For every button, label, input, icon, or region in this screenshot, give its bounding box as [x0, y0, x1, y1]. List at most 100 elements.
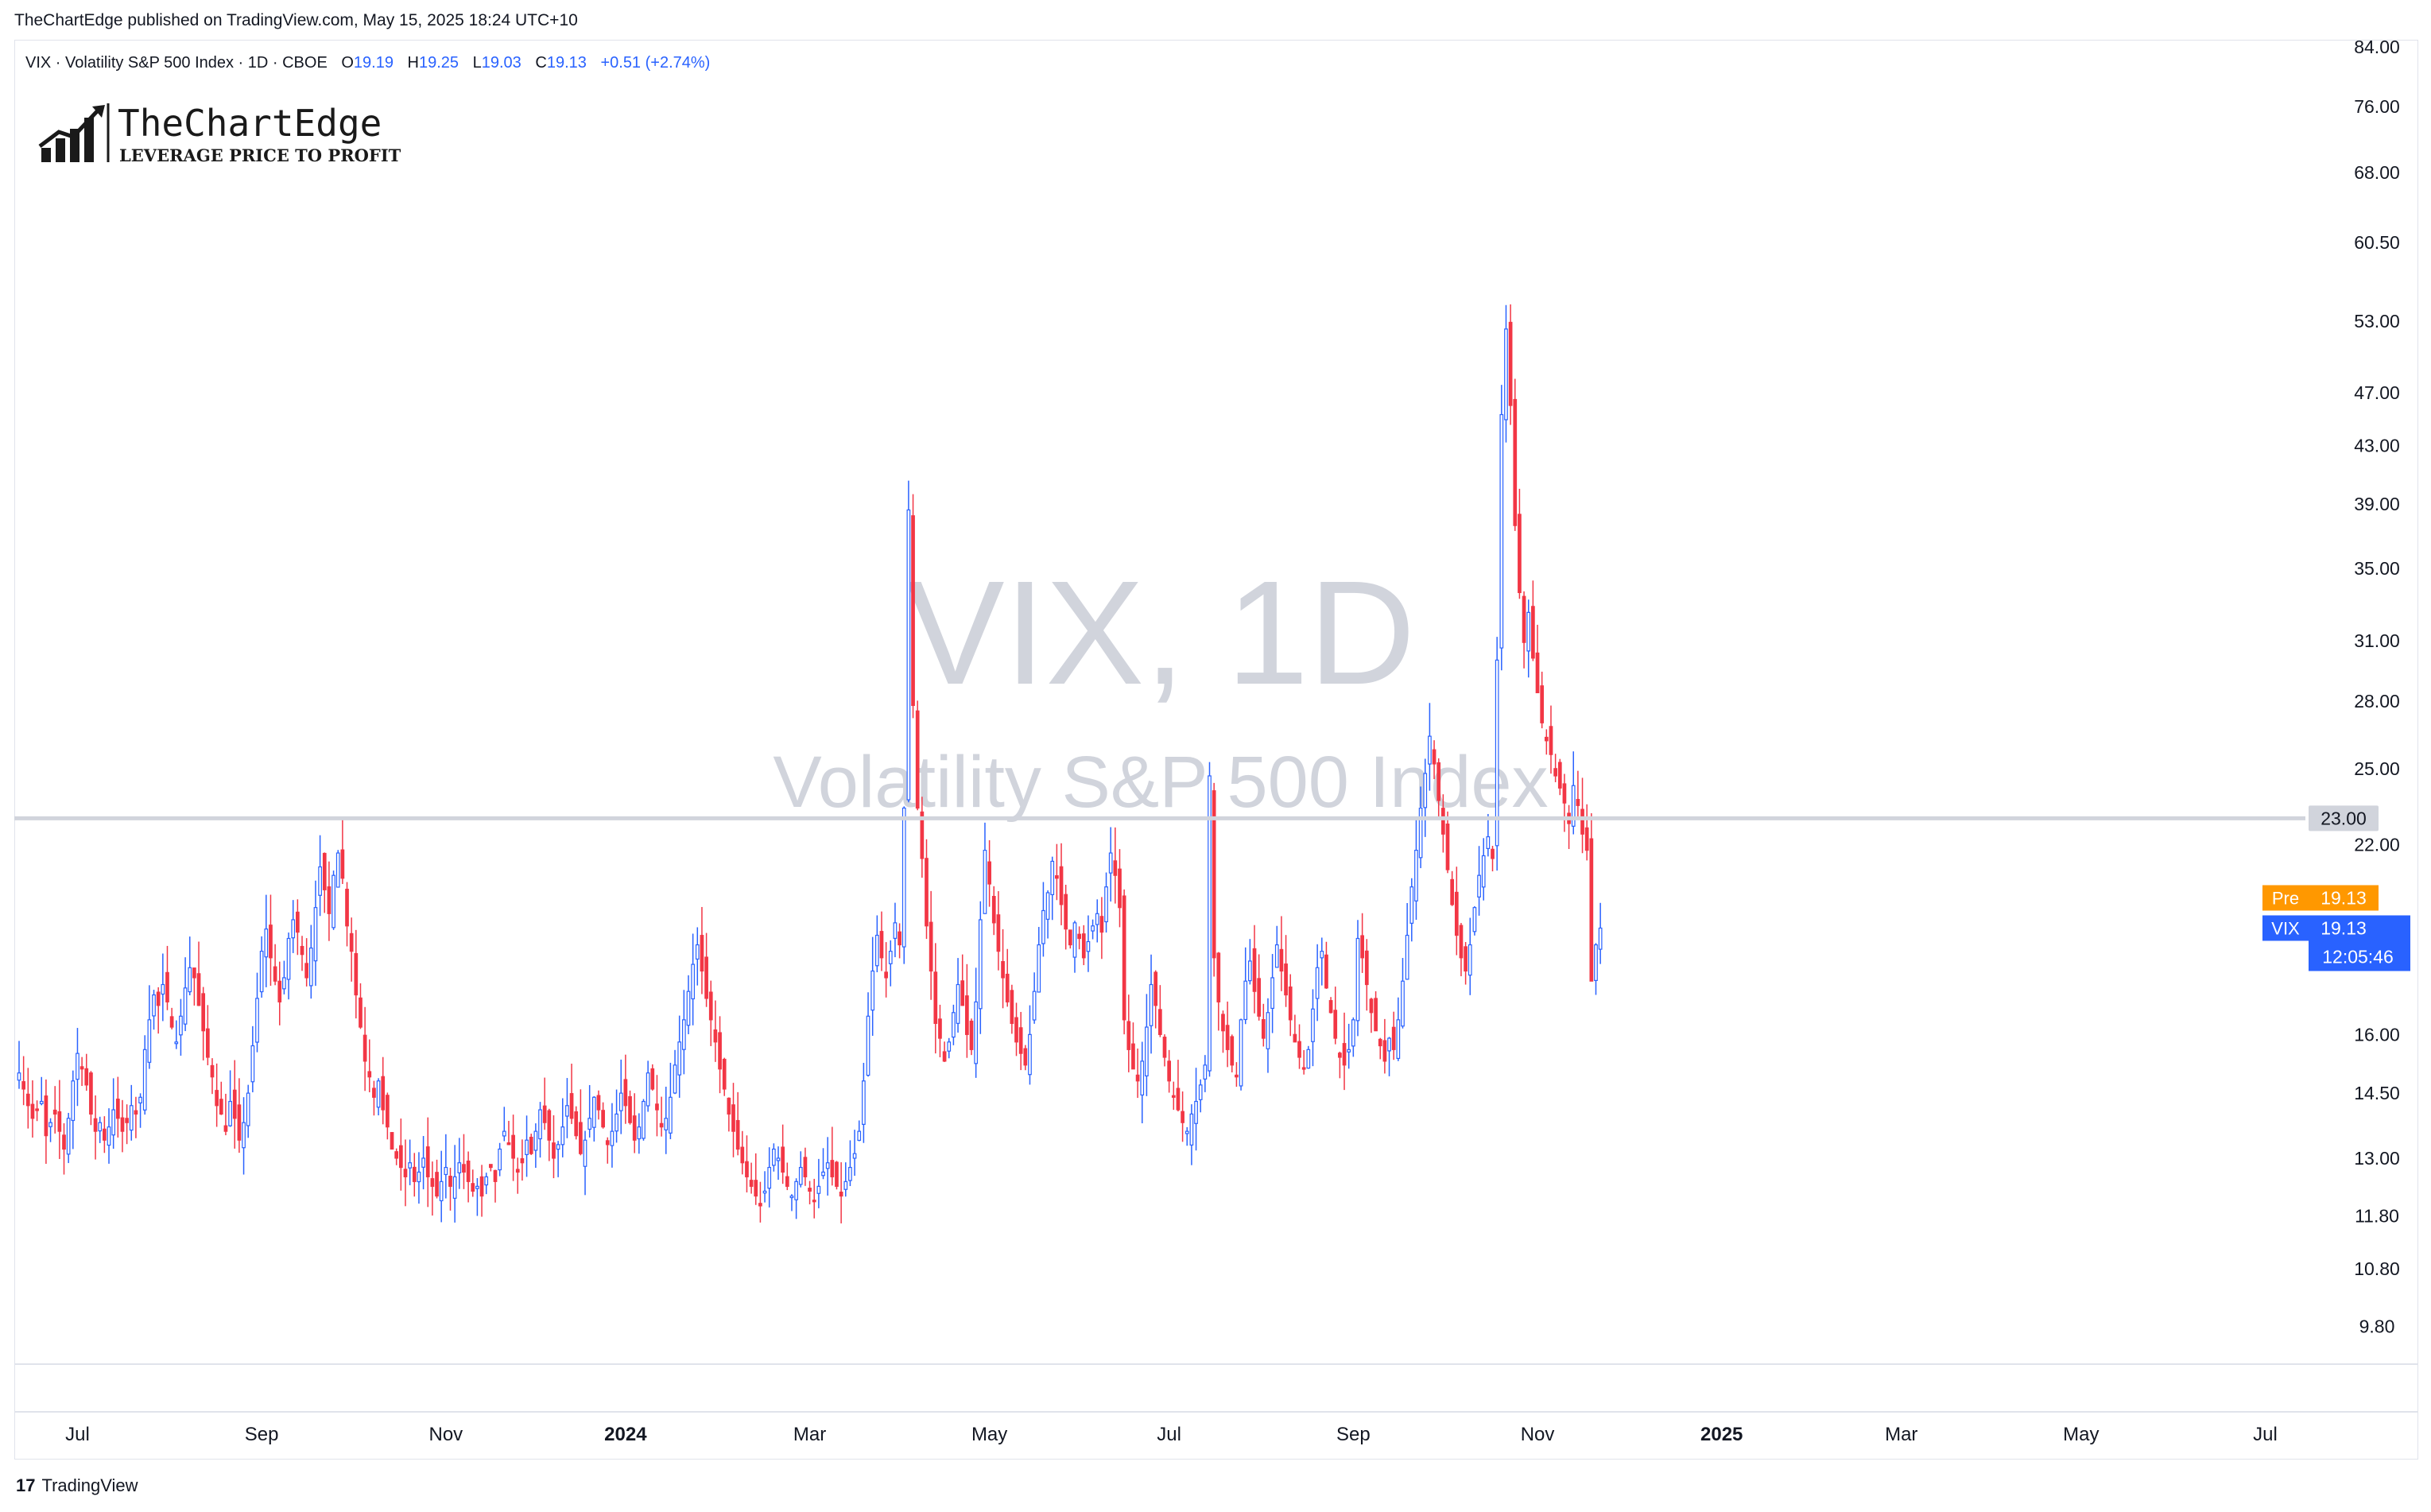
candle-body [583, 1139, 587, 1167]
price-tick-label: 22.00 [2354, 835, 2400, 855]
candle-body [246, 1092, 250, 1126]
time-tick-label: Jul [2253, 1424, 2278, 1445]
last-badge-label-bg [2262, 915, 2309, 941]
level-23-line[interactable]: 23.00 [14, 805, 2379, 832]
candle-body [1360, 935, 1364, 959]
candle-body [142, 1049, 147, 1111]
time-tick-label: Mar [1885, 1424, 1917, 1445]
price-tick-label: 10.80 [2354, 1258, 2400, 1279]
candle-body [1135, 1074, 1140, 1082]
price-tick-label: 13.00 [2354, 1148, 2400, 1169]
bar-chart-logo-icon [38, 103, 110, 162]
candle-body [893, 922, 898, 939]
candle-body [381, 1076, 386, 1111]
candle-body [1167, 1060, 1172, 1082]
candle-body [987, 861, 991, 885]
candle-body [228, 1100, 232, 1126]
time-tick-label: Mar [793, 1424, 826, 1445]
candle-body [444, 1166, 448, 1176]
time-tick-label: May [971, 1424, 1007, 1445]
price-tick-label: 31.00 [2354, 630, 2400, 651]
candle-body [839, 1191, 843, 1197]
candle-body [596, 1095, 601, 1111]
price-badges: Pre 19.13 VIX 19.13 12:05:46 [2262, 885, 2410, 971]
candle-body [35, 1108, 39, 1111]
candle-body [169, 1016, 174, 1028]
candle-body [412, 1166, 417, 1182]
price-tick-label: 14.50 [2354, 1083, 2400, 1103]
candle-body [1208, 775, 1212, 1072]
candle-body [1184, 1130, 1189, 1134]
brand-logo: TheChartEdge LEVERAGE PRICE TO PROFIT [38, 102, 452, 165]
candle-body [754, 1180, 758, 1197]
candle-body [1118, 868, 1122, 909]
candle-body [1023, 1048, 1028, 1066]
price-tick-label: 43.00 [2354, 436, 2400, 456]
candle-body [1374, 998, 1378, 1032]
candle-body [772, 1148, 776, 1166]
candle-body [888, 951, 893, 964]
candle-body [1324, 954, 1328, 989]
candle-body [390, 1132, 394, 1150]
candle-body [1126, 1021, 1131, 1050]
candle-body [1014, 1017, 1018, 1043]
candle-body [296, 911, 300, 933]
candle-body [1594, 944, 1598, 981]
candle-body [560, 1126, 565, 1146]
candle-body [615, 1113, 618, 1132]
candle-body [767, 1166, 772, 1189]
candle-body [1189, 1113, 1194, 1146]
chart-pane[interactable] [14, 40, 2418, 1460]
candle-body [789, 1195, 794, 1199]
watermark-subtitle: Volatility S&P 500 Index [773, 742, 1548, 823]
candle-body [363, 1034, 367, 1062]
time-tick-label: 2024 [604, 1424, 647, 1445]
candle-body [115, 1098, 120, 1119]
candle-body [1261, 1019, 1266, 1039]
candle-body [1571, 785, 1576, 827]
tradingview-brand[interactable]: 17 TradingView [16, 1475, 138, 1496]
candle-body [691, 963, 695, 1000]
legend-low-label: L [472, 54, 482, 72]
candle-body [1315, 967, 1320, 999]
candle-body [1149, 983, 1153, 1026]
candle-body [30, 1103, 35, 1119]
price-tick-label: 84.00 [2354, 37, 2400, 57]
time-axis[interactable]: Jul Sep Nov 2024 Mar May Jul Sep Nov 2025 Mar May Ju… [65, 1424, 2278, 1445]
pre-badge-label-bg [2262, 885, 2309, 911]
candle-body [313, 907, 318, 962]
candle-body [898, 931, 901, 946]
candle-body [533, 1130, 538, 1151]
candle-body [408, 1162, 412, 1169]
candle-body [1122, 895, 1126, 1021]
candle-body [134, 1110, 138, 1115]
price-axis[interactable]: 84.00 76.00 68.00 60.50 53.00 47.00 43.00 39.00… [14, 37, 2418, 1413]
candle-body [1355, 937, 1360, 1022]
candle-body [1153, 971, 1158, 1006]
candle-body [1589, 838, 1594, 982]
candle-body [1176, 1087, 1181, 1111]
candle-body [421, 1157, 425, 1168]
candle-body [349, 932, 354, 952]
candle-body [1486, 835, 1491, 850]
candle-body [618, 1092, 623, 1111]
candle-body [722, 1058, 727, 1090]
candle-body [673, 1064, 677, 1094]
candle-body [76, 1053, 79, 1080]
symbol-legend[interactable]: VIX · Volatility S&P 500 Index · 1D · CB… [25, 54, 710, 72]
legend-symbol[interactable]: VIX · Volatility S&P 500 Index · 1D · CB… [25, 54, 328, 72]
candle-body [538, 1109, 542, 1140]
candle-body [1059, 866, 1064, 905]
candle-body [762, 1190, 767, 1194]
candle-body [632, 1115, 637, 1141]
candle-body [655, 1103, 659, 1111]
candle-body [250, 1045, 255, 1083]
candle-body [1378, 1038, 1382, 1047]
candle-body [448, 1176, 452, 1187]
candle-body [1450, 878, 1455, 905]
tradingview-logo-icon: 17 [16, 1475, 36, 1495]
pre-badge-label: Pre [2272, 888, 2299, 908]
candle-body [695, 944, 700, 960]
candle-body [1391, 1026, 1396, 1050]
